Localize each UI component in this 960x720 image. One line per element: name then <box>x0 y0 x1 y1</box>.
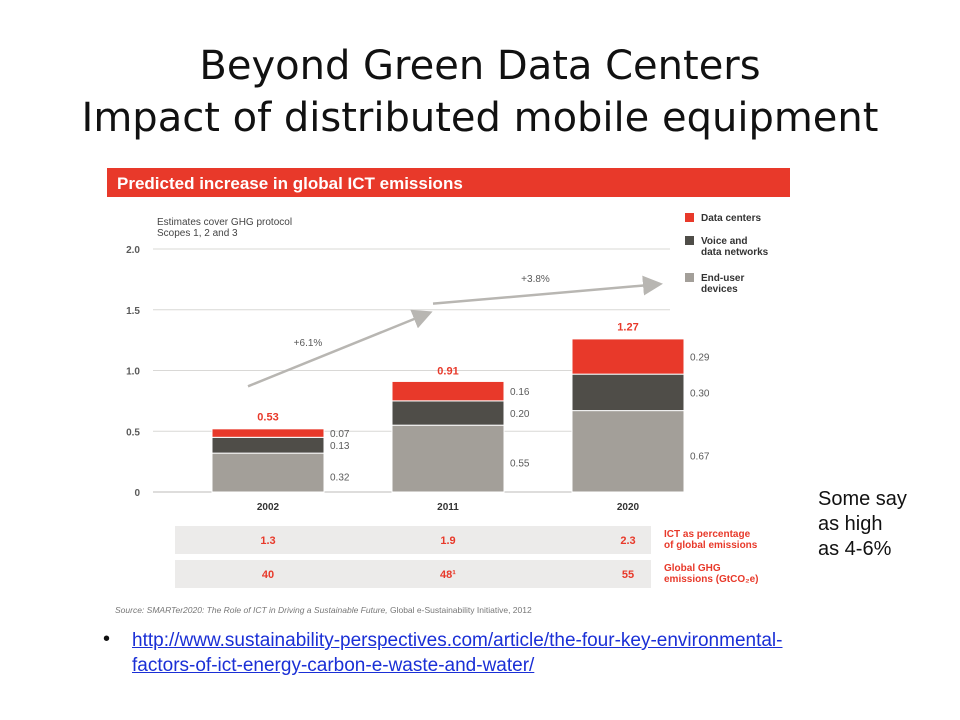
legend-label: data networks <box>701 247 769 258</box>
x-tick-label: 2011 <box>437 502 459 513</box>
legend-label: End-user <box>701 273 744 284</box>
legend-label: Voice and <box>701 236 748 247</box>
emissions-chart: Predicted increase in global ICT emissio… <box>95 160 805 620</box>
chart-header-bar <box>107 168 790 197</box>
segment-value-label: 0.29 <box>690 353 710 364</box>
segment-value-label: 0.67 <box>690 451 710 462</box>
y-tick-label: 1.5 <box>126 306 140 317</box>
chart-source-italic: Source: SMARTer2020: The Role of ICT in … <box>115 605 388 615</box>
segment-value-label: 0.30 <box>690 388 710 399</box>
segment-value-label: 0.32 <box>330 473 350 484</box>
legend-label: devices <box>701 284 738 295</box>
table-cell: 48¹ <box>440 569 456 581</box>
table-cell: 2.3 <box>620 535 635 547</box>
table-row <box>175 526 651 554</box>
table-row-label: of global emissions <box>664 540 758 551</box>
source-link-line-2[interactable]: factors-of-ict-energy-carbon-e-waste-and… <box>132 655 535 676</box>
chart-source-rest: Global e-Sustainability Initiative, 2012 <box>388 605 532 615</box>
segment-value-label: 0.07 <box>330 429 350 440</box>
slide-title-line-2: Impact of distributed mobile equipment <box>81 95 879 141</box>
legend-swatch <box>685 236 694 245</box>
bar-segment <box>391 380 505 402</box>
slide-title: Beyond Green Data Centers Impact of dist… <box>0 40 960 144</box>
chart-title: Predicted increase in global ICT emissio… <box>117 174 463 193</box>
side-note: Some say as high as 4-6% <box>818 487 948 562</box>
bar-segment <box>571 373 685 412</box>
y-tick-label: 1.0 <box>126 367 140 378</box>
total-value-label: 0.91 <box>437 365 458 377</box>
bar-segment <box>391 400 505 426</box>
y-tick-label: 0.5 <box>126 427 140 438</box>
bar-segment <box>211 436 325 454</box>
legend-swatch <box>685 213 694 222</box>
bar-segment <box>211 452 325 493</box>
chart-source: Source: SMARTer2020: The Role of ICT in … <box>115 605 532 615</box>
table-row-label: ICT as percentage <box>664 529 751 540</box>
x-tick-label: 2002 <box>257 502 280 513</box>
legend-swatch <box>685 273 694 282</box>
x-tick-label: 2020 <box>617 502 640 513</box>
segment-value-label: 0.20 <box>510 409 530 420</box>
growth-label: +3.8% <box>521 274 550 285</box>
growth-arrow <box>432 275 663 305</box>
y-tick-label: 0 <box>134 488 140 499</box>
growth-label: +6.1% <box>294 338 323 349</box>
side-note-line-1: Some say <box>818 488 907 510</box>
table-cell: 55 <box>622 569 634 581</box>
y-tick-label: 2.0 <box>126 245 140 256</box>
segment-value-label: 0.55 <box>510 459 530 470</box>
bar-segment <box>571 338 685 375</box>
table-row-label: emissions (GtCO₂e) <box>664 574 758 585</box>
total-value-label: 0.53 <box>257 412 278 424</box>
source-link[interactable]: http://www.sustainability-perspectives.c… <box>132 628 932 678</box>
bar-segment <box>571 410 685 493</box>
table-cell: 40 <box>262 569 274 581</box>
source-link-line-1[interactable]: http://www.sustainability-perspectives.c… <box>132 630 783 651</box>
total-value-label: 1.27 <box>617 322 638 334</box>
table-cell: 1.9 <box>440 535 455 547</box>
segment-value-label: 0.16 <box>510 387 530 398</box>
table-row-label: Global GHG <box>664 563 721 574</box>
growth-arrow <box>247 309 433 388</box>
bar-segment <box>211 428 325 438</box>
bar-segment <box>391 424 505 493</box>
side-note-line-3: as 4-6% <box>818 538 892 560</box>
slide-title-line-1: Beyond Green Data Centers <box>199 43 761 89</box>
chart-note-line-2: Scopes 1, 2 and 3 <box>157 228 238 239</box>
legend-label: Data centers <box>701 213 761 224</box>
bullet-icon: • <box>103 628 111 650</box>
emissions-chart-svg: Predicted increase in global ICT emissio… <box>107 168 790 615</box>
segment-value-label: 0.13 <box>330 441 350 452</box>
table-cell: 1.3 <box>260 535 275 547</box>
chart-note-line-1: Estimates cover GHG protocol <box>157 217 292 228</box>
table-row <box>175 560 651 588</box>
side-note-line-2: as high <box>818 513 883 535</box>
